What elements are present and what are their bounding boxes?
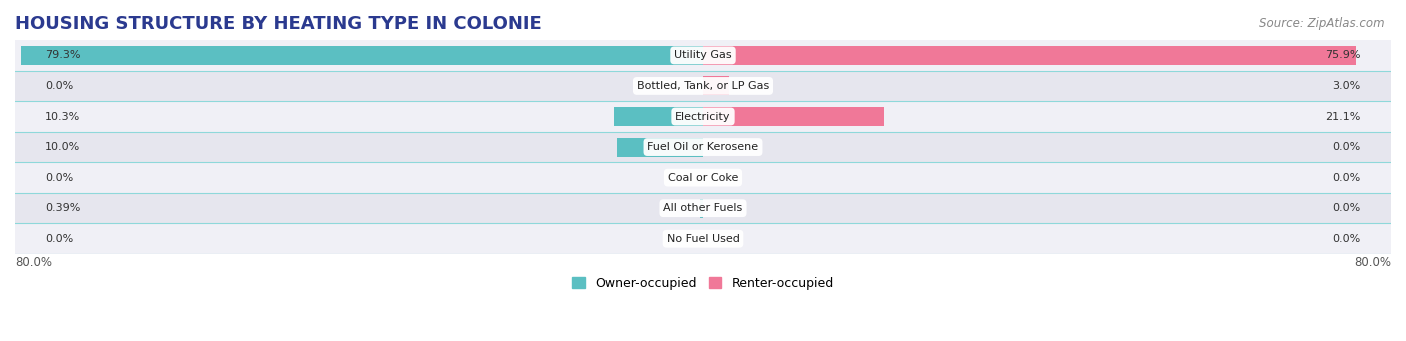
Bar (21, 46, 703, 65)
Bar (15, 101, 1391, 132)
Bar (703, 107, 884, 126)
Text: 0.0%: 0.0% (45, 173, 73, 183)
Bar (700, 199, 703, 218)
Text: No Fuel Used: No Fuel Used (666, 234, 740, 244)
Text: 0.0%: 0.0% (45, 234, 73, 244)
Text: 0.0%: 0.0% (1333, 203, 1361, 213)
Bar (614, 107, 703, 126)
Text: Electricity: Electricity (675, 112, 731, 121)
Text: 0.0%: 0.0% (45, 81, 73, 91)
Bar (15, 40, 1391, 71)
Text: Fuel Oil or Kerosene: Fuel Oil or Kerosene (647, 142, 759, 152)
Text: Source: ZipAtlas.com: Source: ZipAtlas.com (1260, 17, 1385, 30)
Bar (15, 223, 1391, 254)
Text: All other Fuels: All other Fuels (664, 203, 742, 213)
Text: 80.0%: 80.0% (15, 255, 52, 269)
Bar (617, 138, 703, 157)
Text: 10.0%: 10.0% (45, 142, 80, 152)
Bar (15, 162, 1391, 193)
Text: 21.1%: 21.1% (1326, 112, 1361, 121)
Text: HOUSING STRUCTURE BY HEATING TYPE IN COLONIE: HOUSING STRUCTURE BY HEATING TYPE IN COL… (15, 15, 541, 33)
Text: 79.3%: 79.3% (45, 50, 80, 60)
Text: 0.0%: 0.0% (1333, 234, 1361, 244)
Text: 80.0%: 80.0% (1354, 255, 1391, 269)
Text: Bottled, Tank, or LP Gas: Bottled, Tank, or LP Gas (637, 81, 769, 91)
Text: 10.3%: 10.3% (45, 112, 80, 121)
Bar (703, 46, 1355, 65)
Text: 75.9%: 75.9% (1326, 50, 1361, 60)
Bar (15, 71, 1391, 101)
Text: Utility Gas: Utility Gas (675, 50, 731, 60)
Text: 3.0%: 3.0% (1333, 81, 1361, 91)
Text: 0.0%: 0.0% (1333, 142, 1361, 152)
Legend: Owner-occupied, Renter-occupied: Owner-occupied, Renter-occupied (568, 272, 838, 295)
Bar (703, 76, 728, 95)
Text: 0.39%: 0.39% (45, 203, 80, 213)
Bar (15, 193, 1391, 223)
Bar (15, 132, 1391, 162)
Text: 0.0%: 0.0% (1333, 173, 1361, 183)
Text: Coal or Coke: Coal or Coke (668, 173, 738, 183)
